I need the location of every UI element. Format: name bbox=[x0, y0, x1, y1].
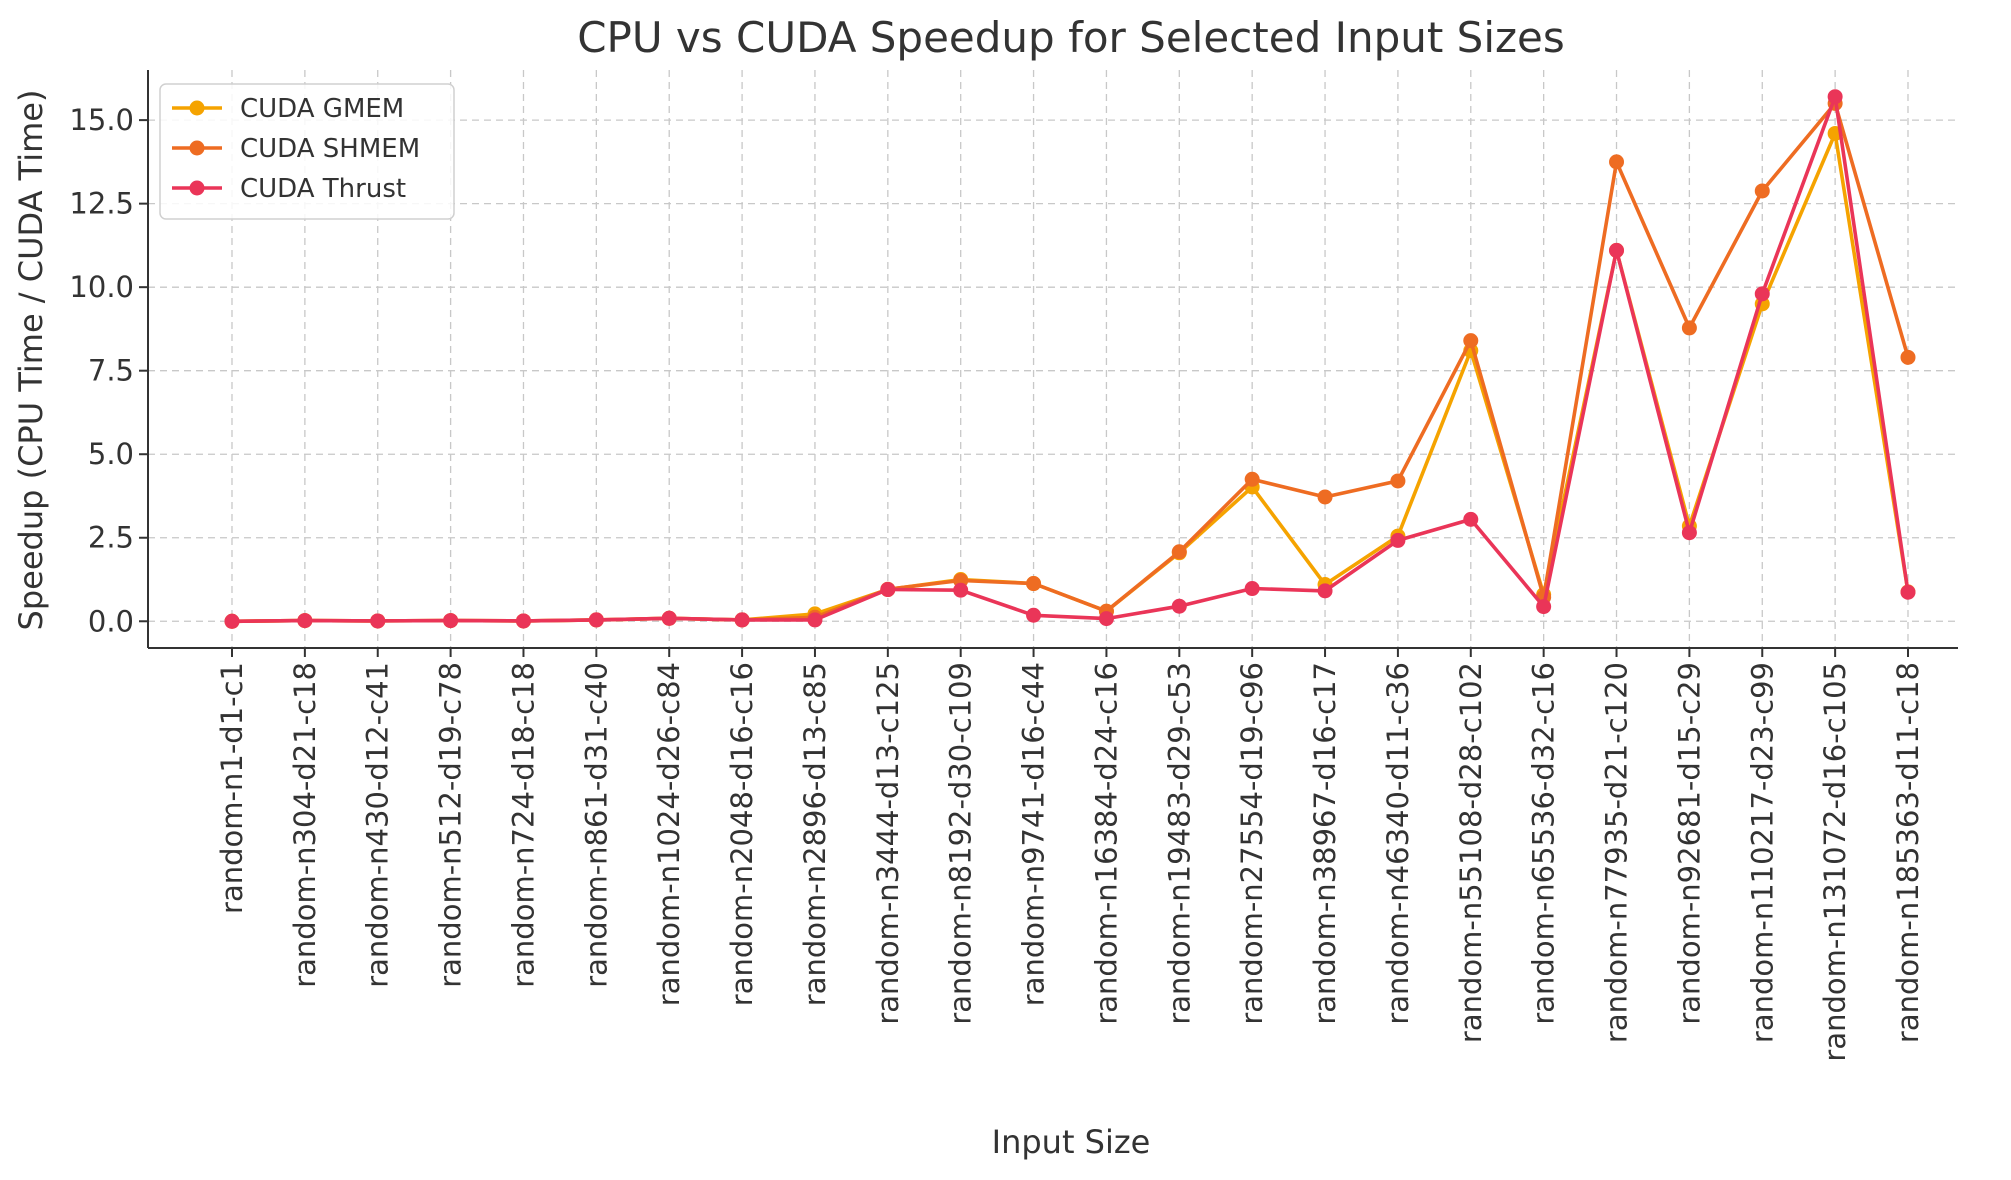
x-tick-label: random-n16384-d24-c16 bbox=[1089, 662, 1123, 1025]
data-point bbox=[1244, 471, 1260, 487]
data-point bbox=[1463, 333, 1479, 349]
x-tick-label: random-n131072-d16-c105 bbox=[1818, 662, 1852, 1062]
y-axis-ticks: 0.0 2.5 5.0 7.5 10.0 12.5 15.0 bbox=[69, 103, 148, 638]
y-tick-label: 15.0 bbox=[69, 103, 134, 137]
data-point bbox=[1536, 599, 1552, 615]
x-tick-label: random-n304-d21-c18 bbox=[288, 662, 322, 988]
data-point bbox=[1900, 584, 1916, 600]
y-tick-label: 7.5 bbox=[88, 354, 134, 388]
x-tick-label: random-n1024-d26-c84 bbox=[652, 662, 686, 1006]
x-tick-label: random-n1-d1-c1 bbox=[215, 662, 249, 914]
data-point bbox=[297, 613, 313, 629]
data-point bbox=[880, 582, 896, 598]
x-tick-label: random-n2896-d13-c85 bbox=[798, 662, 832, 1006]
x-tick-label: random-n55108-d28-c102 bbox=[1454, 662, 1488, 1043]
x-tick-label: random-n430-d12-c41 bbox=[361, 662, 395, 988]
legend-label: CUDA Thrust bbox=[240, 174, 406, 204]
legend: CUDA GMEM CUDA SHMEM CUDA Thrust bbox=[159, 83, 455, 220]
data-point bbox=[1390, 473, 1406, 489]
x-tick-label: random-n27554-d19-c96 bbox=[1235, 662, 1269, 1025]
data-point bbox=[224, 613, 240, 629]
legend-label: CUDA SHMEM bbox=[240, 134, 420, 164]
x-tick-label: random-n46340-d11-c36 bbox=[1381, 662, 1415, 1025]
x-tick-label: random-n65536-d32-c16 bbox=[1527, 662, 1561, 1025]
y-tick-label: 5.0 bbox=[88, 437, 134, 471]
x-tick-label: random-n38967-d16-c17 bbox=[1308, 662, 1342, 1025]
data-point bbox=[1827, 89, 1843, 105]
data-point bbox=[370, 613, 386, 629]
series-line bbox=[231, 131, 1910, 624]
legend-label: CUDA GMEM bbox=[240, 94, 404, 124]
data-point bbox=[1754, 183, 1770, 199]
data-point bbox=[661, 610, 677, 626]
data-point bbox=[1463, 511, 1479, 527]
data-point bbox=[1681, 525, 1697, 541]
series-cuda-gmem bbox=[224, 125, 1916, 629]
data-point bbox=[1317, 489, 1333, 505]
y-tick-label: 12.5 bbox=[69, 187, 134, 221]
data-point bbox=[1026, 607, 1042, 623]
x-axis-ticks: random-n1-d1-c1 random-n304-d21-c18 random… bbox=[215, 648, 1925, 1062]
data-point bbox=[515, 613, 531, 629]
data-point bbox=[1681, 320, 1697, 336]
data-point bbox=[1900, 349, 1916, 365]
series-line bbox=[231, 94, 1910, 624]
data-point bbox=[1244, 581, 1260, 597]
legend-marker bbox=[189, 100, 205, 116]
data-point bbox=[443, 613, 459, 629]
y-tick-label: 2.5 bbox=[88, 521, 134, 555]
x-tick-label: random-n724-d18-c18 bbox=[506, 662, 540, 988]
legend-box bbox=[159, 83, 455, 220]
data-point bbox=[588, 612, 604, 628]
data-point bbox=[1171, 598, 1187, 614]
x-tick-label: random-n77935-d21-c120 bbox=[1600, 662, 1634, 1043]
series-line bbox=[231, 101, 1910, 624]
data-point bbox=[1754, 286, 1770, 302]
series-layer bbox=[224, 89, 1916, 629]
x-tick-label: random-n9741-d16-c44 bbox=[1017, 662, 1051, 1006]
x-tick-label: random-n861-d31-c40 bbox=[579, 662, 613, 988]
y-axis-label: Speedup (CPU Time / CUDA Time) bbox=[12, 90, 50, 631]
x-tick-label: random-n185363-d11-c18 bbox=[1891, 662, 1925, 1043]
x-tick-label: random-n512-d19-c78 bbox=[434, 662, 468, 988]
x-tick-label: random-n2048-d16-c16 bbox=[725, 662, 759, 1006]
chart-title: CPU vs CUDA Speedup for Selected Input S… bbox=[577, 13, 1565, 62]
series-cuda-thrust bbox=[224, 89, 1916, 629]
data-point bbox=[953, 582, 969, 598]
x-tick-label: random-n92681-d15-c29 bbox=[1672, 662, 1706, 1025]
legend-marker bbox=[189, 140, 205, 156]
data-point bbox=[734, 612, 750, 628]
data-point bbox=[1317, 583, 1333, 599]
y-tick-label: 10.0 bbox=[69, 270, 134, 304]
data-point bbox=[1171, 544, 1187, 560]
y-tick-label: 0.0 bbox=[88, 604, 134, 638]
legend-marker bbox=[189, 180, 205, 196]
data-point bbox=[1026, 576, 1042, 592]
x-tick-label: random-n110217-d23-c99 bbox=[1745, 662, 1779, 1043]
series-cuda-shmem bbox=[224, 95, 1916, 629]
x-tick-label: random-n8192-d30-c109 bbox=[944, 662, 978, 1025]
data-point bbox=[807, 612, 823, 628]
data-point bbox=[1390, 532, 1406, 548]
data-point bbox=[1609, 154, 1625, 170]
data-point bbox=[1098, 611, 1114, 627]
data-point bbox=[1609, 242, 1625, 258]
x-axis-label: Input Size bbox=[992, 1123, 1151, 1161]
x-tick-label: random-n19483-d29-c53 bbox=[1162, 662, 1196, 1025]
x-tick-label: random-n3444-d13-c125 bbox=[871, 662, 905, 1025]
